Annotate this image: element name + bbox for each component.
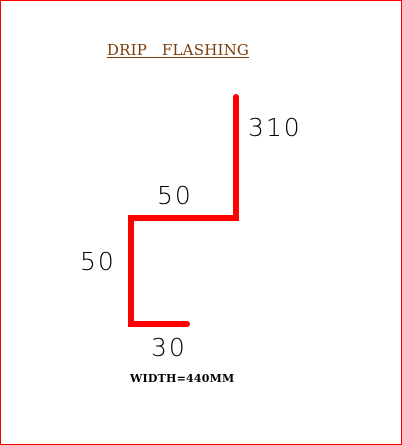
dimension-top-vertical: 310 <box>248 113 302 142</box>
dimension-top-horizontal: 50 <box>157 181 193 210</box>
dimension-left-vertical: 50 <box>80 247 116 276</box>
width-label: WIDTH=440MM <box>130 372 235 385</box>
dimension-bottom-horizontal: 30 <box>151 333 187 362</box>
drawing-title: DRIP FLASHING <box>106 41 250 59</box>
flashing-profile-line <box>128 94 239 327</box>
